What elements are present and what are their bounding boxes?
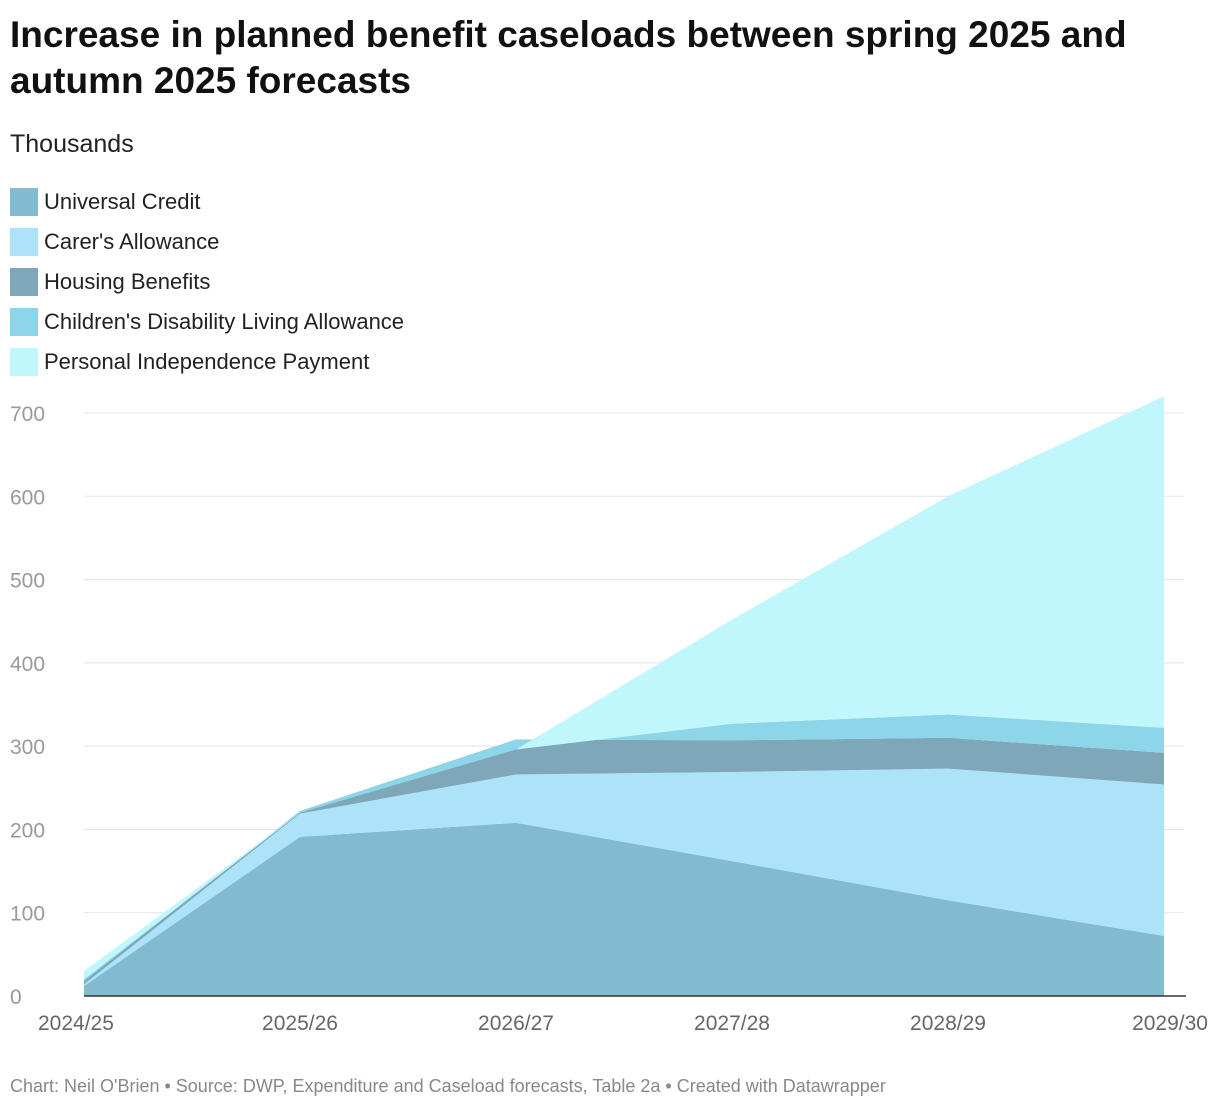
y-tick-label: 100 <box>10 903 45 926</box>
chart-subtitle: Thousands <box>10 130 134 158</box>
x-tick-label: 2028/29 <box>910 1012 986 1035</box>
y-tick-label: 700 <box>10 403 45 426</box>
y-tick-label: 400 <box>10 653 45 676</box>
legend-item-pip: Personal Independence Payment <box>10 342 404 382</box>
area-housing-benefits <box>84 737 1164 985</box>
y-tick-label: 0 <box>10 986 22 1009</box>
legend: Universal Credit Carer's Allowance Housi… <box>10 182 404 382</box>
chart-title: Increase in planned benefit caseloads be… <box>10 14 1127 101</box>
y-tick-label: 200 <box>10 819 45 842</box>
area-universal-credit <box>84 822 1164 996</box>
series-areas <box>84 396 1164 996</box>
x-tick-label: 2025/26 <box>262 1012 338 1035</box>
y-tick-label: 500 <box>10 570 45 593</box>
legend-label: Personal Independence Payment <box>44 349 370 374</box>
legend-swatch <box>10 348 38 376</box>
x-tick-label: 2024/25 <box>38 1012 114 1035</box>
legend-label: Children's Disability Living Allowance <box>44 309 405 334</box>
area-carer-s-allowance <box>84 768 1164 986</box>
legend-label: Housing Benefits <box>44 269 211 294</box>
y-tick-label: 300 <box>10 736 45 759</box>
area-children-s-disability-living-allowance <box>84 714 1164 981</box>
legend-swatch <box>10 308 38 336</box>
legend-swatch <box>10 268 38 296</box>
legend-item-housing-benefits: Housing Benefits <box>10 262 404 302</box>
legend-swatch <box>10 228 38 256</box>
legend-item-universal-credit: Universal Credit <box>10 182 404 222</box>
y-tick-label: 600 <box>10 486 45 509</box>
x-tick-label: 2026/27 <box>478 1012 554 1035</box>
legend-swatch <box>10 188 38 216</box>
x-tick-label: 2027/28 <box>694 1012 770 1035</box>
x-axis: 2024/25 2025/26 2026/27 2027/28 2028/29 2029/… <box>38 995 1208 1035</box>
chart-footer: Chart: Neil O'Brien • Source: DWP, Expen… <box>10 1076 886 1096</box>
legend-label: Universal Credit <box>44 189 201 214</box>
y-axis-labels: 0 100 200 300 400 500 600 700 <box>10 403 45 1009</box>
legend-item-carers-allowance: Carer's Allowance <box>10 222 404 262</box>
legend-item-childrens-dla: Children's Disability Living Allowance <box>10 302 404 342</box>
legend-label: Carer's Allowance <box>44 229 220 254</box>
area-personal-independence-payment <box>84 396 1164 980</box>
x-tick-label: 2029/30 <box>1132 1012 1208 1035</box>
